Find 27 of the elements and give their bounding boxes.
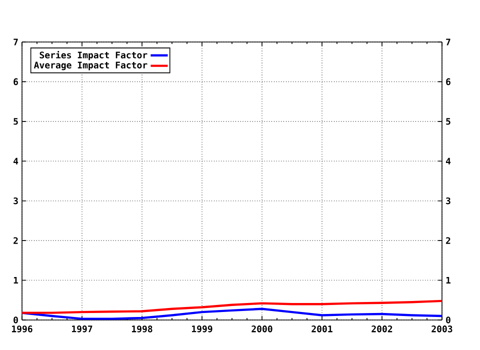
x-tick-label: 1997 <box>72 326 92 332</box>
y-tick-label: 7 <box>14 38 18 46</box>
y2-tick-label: 3 <box>446 197 450 204</box>
x-tick-label: 1999 <box>192 326 212 332</box>
x-tick-label: 2001 <box>312 326 332 332</box>
line-series <box>22 300 442 314</box>
y-tick-label: 0 <box>14 316 18 324</box>
y-tick-label: 2 <box>14 237 18 244</box>
x-tick-label: 2002 <box>372 326 392 332</box>
y-tick-label: 6 <box>14 78 18 86</box>
x-tick-label: 1998 <box>132 326 152 332</box>
y-tick-label: 5 <box>14 118 18 125</box>
y2-tick-label: 7 <box>446 38 450 46</box>
legend-label: Average Impact Factor <box>34 62 148 70</box>
legend-label: Series Impact Factor <box>40 50 148 60</box>
y2-tick-label: 6 <box>446 78 450 86</box>
y2-tick-label: 1 <box>446 276 451 284</box>
y2-tick-label: 4 <box>446 158 451 164</box>
x-tick-label: 2000 <box>252 326 272 332</box>
y2-tick-label: 0 <box>446 316 450 324</box>
y2-tick-label: 2 <box>446 237 450 244</box>
x-tick-label: 2003 <box>432 326 452 332</box>
x-tick-label: 1996 <box>12 326 32 332</box>
y-tick-label: 1 <box>14 276 18 284</box>
y2-tick-label: 5 <box>446 118 450 125</box>
y-tick-label: 3 <box>14 197 18 204</box>
y-tick-label: 4 <box>14 158 18 164</box>
